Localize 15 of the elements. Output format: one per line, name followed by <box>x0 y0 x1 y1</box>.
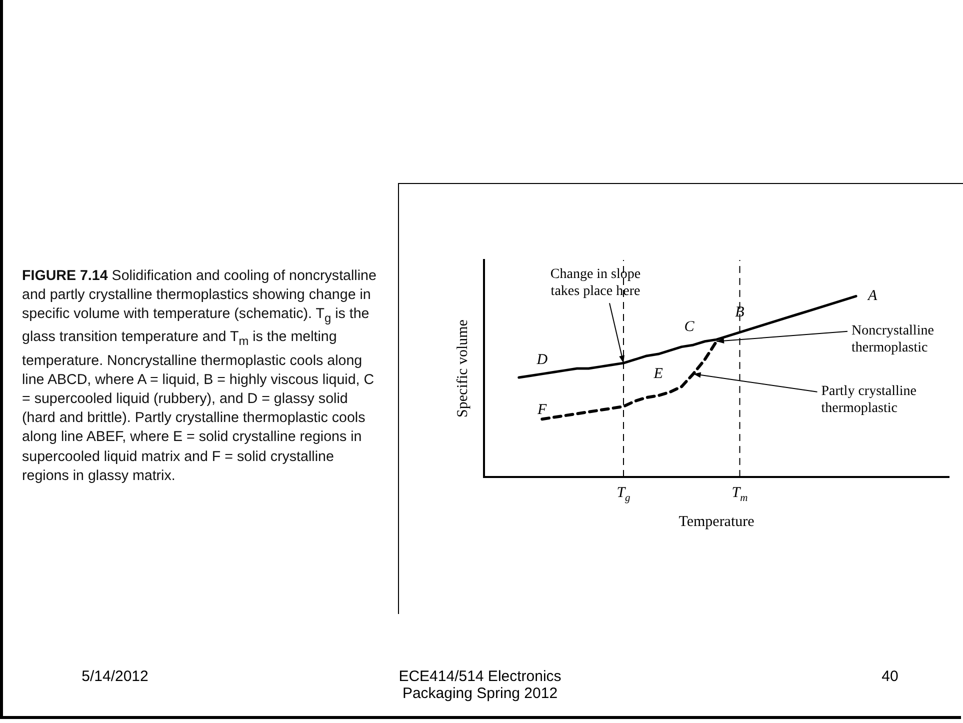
y-axis-title: Specific volume <box>454 319 471 418</box>
annotation: F <box>536 402 548 418</box>
text: 40 <box>880 668 900 685</box>
annotation: B <box>735 304 744 320</box>
text: 5/14/2012 <box>80 668 150 685</box>
annotation: E <box>652 366 663 382</box>
annotation: A <box>867 288 878 304</box>
annotation: Noncrystalline thermoplastic <box>852 324 934 356</box>
text: FIGURE 7.14 Solidification and cooling of noncrystalline and partly crystalline thermoplastics showing change in specific volume with temperature (schematic). T$_{g}$ is the glass transition temperature and T$_{m}$ is the melting temperature. Noncrystalline thermoplastic cools along line ABCD, where A = liquid, B = highly viscous liquid, C = supercooled liquid (rubbery), and D = glassy solid (hard and brittle). Partly crystalline thermoplastic cools along line ABEF, where E = solid crystalline regions in supercooled liquid matrix and F = solid crystalline regions in glassy matrix. <box>22 268 376 484</box>
text: ECE414/514 Electronics Packaging Spring 2012 <box>398 668 562 702</box>
annotation: C <box>684 319 696 336</box>
annotation: Change in slope takes place here <box>550 267 641 300</box>
annotation: D <box>536 352 548 368</box>
annotation: Partly crystalline thermoplastic <box>821 384 917 416</box>
x-axis-title: Temperature <box>678 514 755 530</box>
